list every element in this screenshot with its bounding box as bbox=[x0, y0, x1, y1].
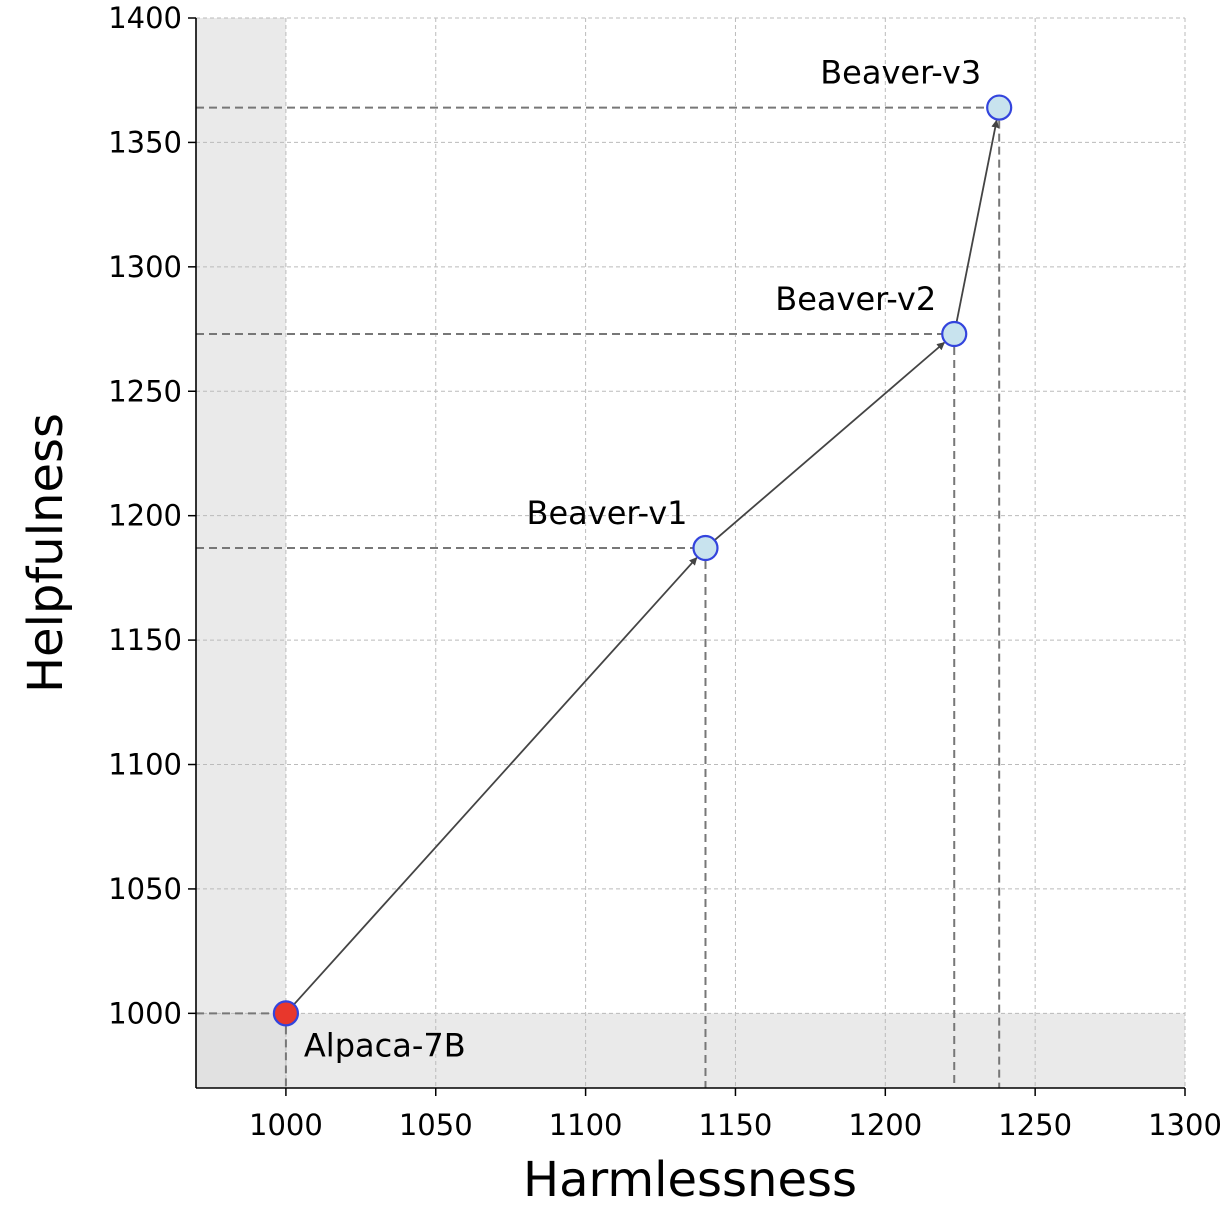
ticks: 1000 1050 1100 1150 1200 1250 1300 1000 1050 1100… bbox=[108, 1, 1222, 1142]
y-axis-title: Helpfulness bbox=[18, 413, 74, 693]
y-tick-label: 1350 bbox=[108, 125, 182, 159]
x-tick-label: 1250 bbox=[998, 1108, 1072, 1142]
y-tick-label: 1400 bbox=[108, 1, 182, 35]
data-point bbox=[986, 94, 1013, 121]
y-tick-label: 1250 bbox=[108, 374, 182, 408]
point-label: Beaver-v2 bbox=[775, 280, 936, 318]
x-tick-label: 1150 bbox=[699, 1108, 773, 1142]
arrows bbox=[293, 119, 1000, 1006]
data-point bbox=[692, 534, 719, 562]
x-tick-label: 1300 bbox=[1148, 1108, 1222, 1142]
y-tick-label: 1000 bbox=[108, 996, 182, 1030]
y-tick-label: 1150 bbox=[108, 623, 182, 657]
trajectory-arrow bbox=[293, 557, 698, 1006]
data-point bbox=[272, 1000, 300, 1027]
shade-bottom bbox=[196, 1013, 1185, 1088]
data-point bbox=[941, 320, 968, 348]
y-tick-label: 1200 bbox=[108, 499, 182, 533]
y-tick-label: 1300 bbox=[108, 250, 182, 284]
x-tick-label: 1200 bbox=[848, 1108, 922, 1142]
trajectory-arrow bbox=[955, 119, 1000, 323]
x-tick-label: 1000 bbox=[249, 1108, 323, 1142]
point-labels: Alpaca-7B Beaver-v1 Beaver-v2 Beaver-v3 bbox=[304, 54, 981, 1065]
shaded-region bbox=[196, 18, 1185, 1088]
shade-left bbox=[196, 18, 286, 1088]
y-tick-label: 1100 bbox=[108, 748, 182, 782]
grid bbox=[196, 17, 1186, 1088]
x-tick-label: 1050 bbox=[399, 1108, 473, 1142]
point-label: Beaver-v3 bbox=[820, 54, 981, 92]
point-label: Beaver-v1 bbox=[527, 494, 688, 532]
guide-lines bbox=[196, 106, 1001, 1088]
axes bbox=[195, 18, 1185, 1089]
x-axis-title: Harmlessness bbox=[523, 1152, 857, 1208]
point-label: Alpaca-7B bbox=[304, 1026, 466, 1064]
x-tick-label: 1100 bbox=[549, 1108, 623, 1142]
points bbox=[272, 94, 1013, 1027]
y-tick-label: 1050 bbox=[108, 872, 182, 906]
trajectory-arrow bbox=[713, 341, 945, 541]
